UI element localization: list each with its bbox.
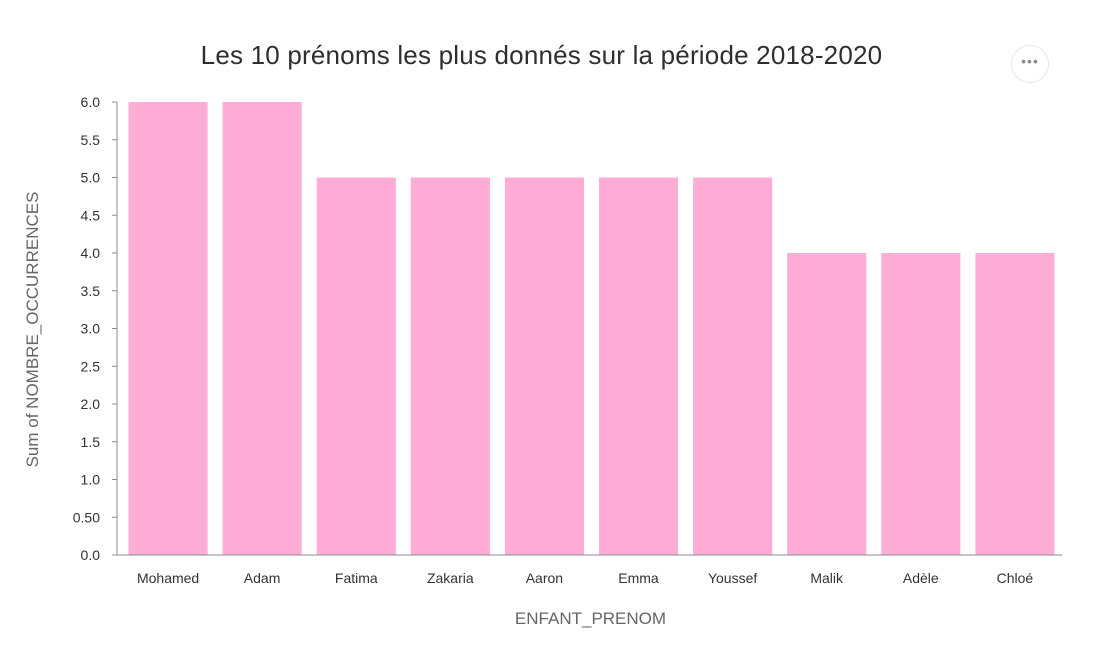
y-tick-label: 2.0 — [81, 396, 101, 412]
y-tick-label: 4.0 — [81, 245, 101, 261]
more-horizontal-icon: ••• — [1021, 53, 1039, 69]
bar-mohamed — [128, 102, 208, 555]
x-tick-label: Youssef — [708, 570, 757, 586]
bar-chloé — [975, 253, 1055, 555]
chart-title: Les 10 prénoms les plus donnés sur la pé… — [200, 40, 883, 70]
x-tick-label: Mohamed — [137, 570, 199, 586]
bar-aaron — [504, 177, 584, 555]
bar-malik — [787, 253, 867, 555]
x-tick-label: Adam — [244, 570, 281, 586]
more-options-button[interactable]: ••• — [1011, 45, 1049, 83]
y-tick-label: 3.5 — [81, 283, 101, 299]
y-tick-label: 5.5 — [81, 132, 101, 148]
bar-fatima — [316, 177, 396, 555]
x-tick-label: Emma — [618, 570, 659, 586]
bar-zakaria — [410, 177, 490, 555]
y-tick-label: 4.5 — [81, 207, 101, 223]
x-tick-label: Malik — [810, 570, 844, 586]
y-tick-label: 6.0 — [81, 94, 101, 110]
y-tick-label: 1.5 — [81, 434, 101, 450]
x-tick-label: Zakaria — [427, 570, 474, 586]
bar-adam — [222, 102, 302, 555]
y-tick-label: 0.50 — [73, 509, 100, 525]
y-tick-label: 1.0 — [81, 472, 101, 488]
y-tick-label: 0.0 — [81, 547, 101, 563]
x-tick-label: Aaron — [526, 570, 563, 586]
y-tick-label: 3.0 — [81, 321, 101, 337]
y-axis-title: Sum of NOMBRE_OCCURRENCES — [23, 192, 42, 468]
x-tick-label: Chloé — [997, 570, 1034, 586]
bar-adèle — [881, 253, 961, 555]
x-tick-label: Fatima — [335, 570, 378, 586]
y-tick-label: 5.0 — [81, 170, 101, 186]
x-tick-label: Adèle — [903, 570, 939, 586]
bar-emma — [599, 177, 679, 555]
x-axis-title: ENFANT_PRENOM — [515, 609, 666, 628]
bar-youssef — [693, 177, 773, 555]
y-tick-label: 2.5 — [81, 358, 101, 374]
